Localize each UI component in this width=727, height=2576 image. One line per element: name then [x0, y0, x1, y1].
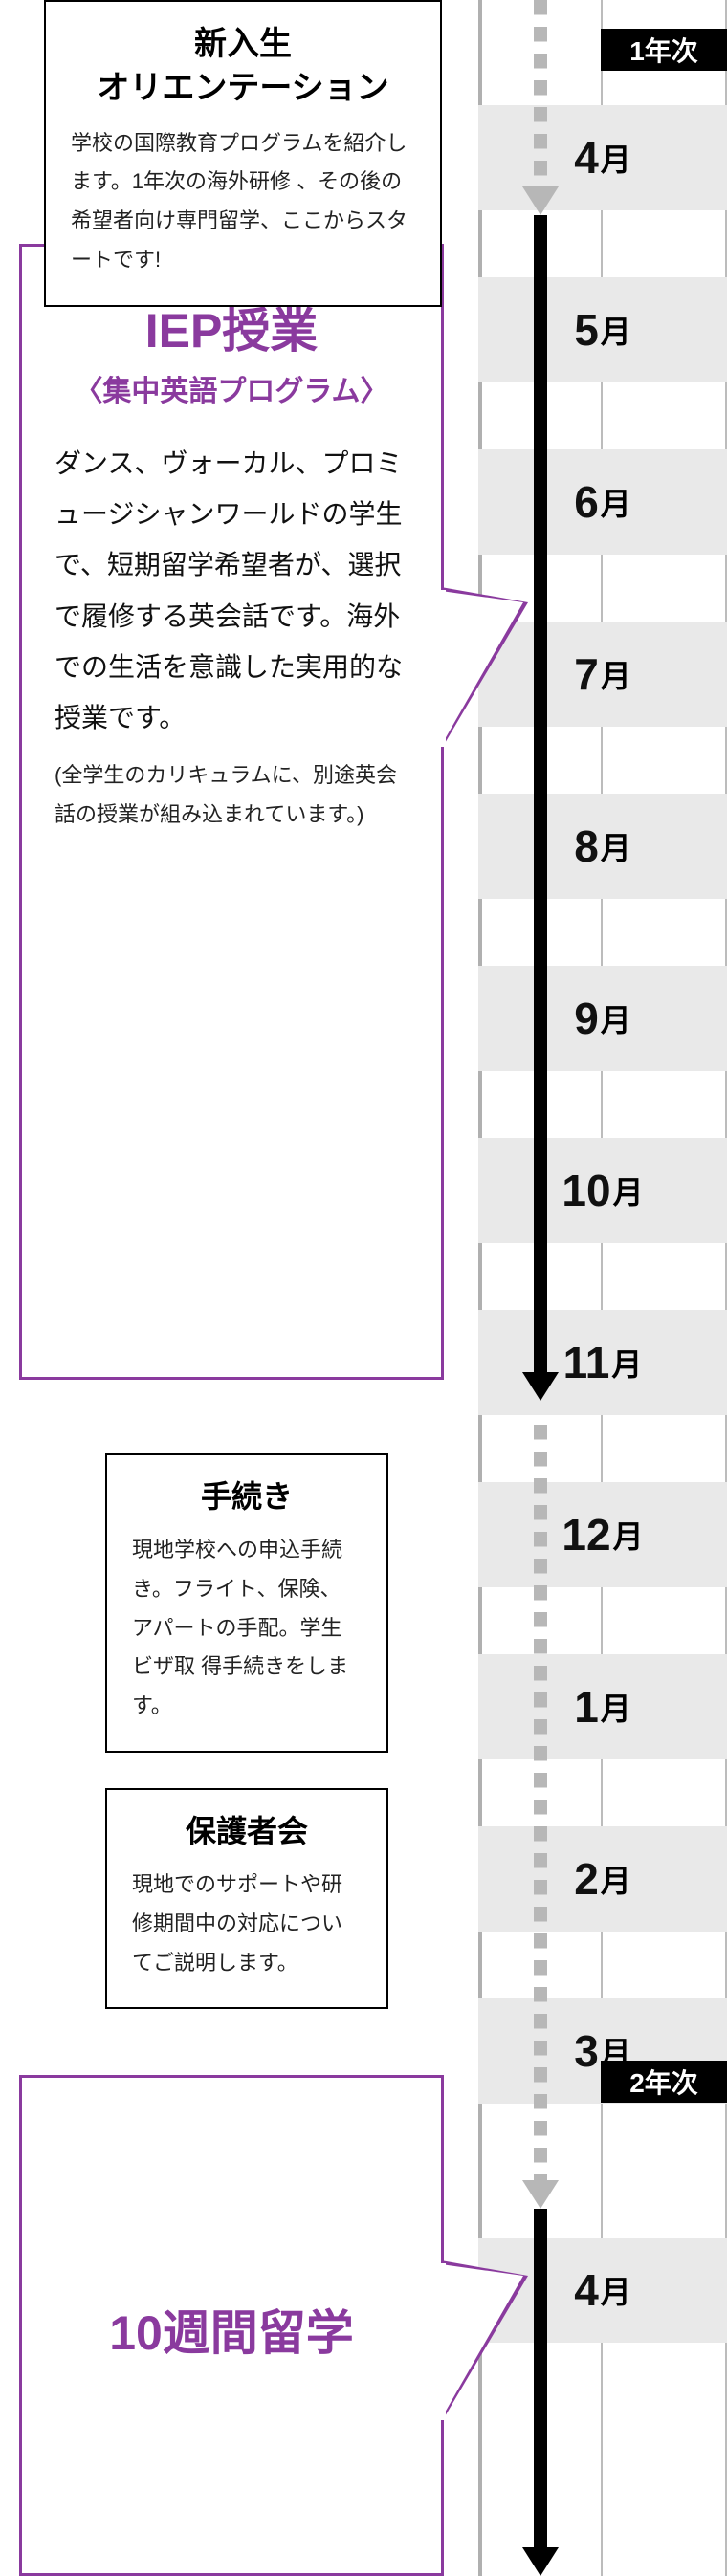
- month-unit: 月: [613, 1168, 644, 1212]
- month-number: 12: [562, 1509, 610, 1561]
- month-unit: 月: [601, 136, 631, 180]
- month-unit: 月: [601, 2268, 631, 2312]
- month-number: 9: [574, 993, 599, 1044]
- month-band: 8月: [478, 794, 727, 899]
- info-box-title: 新入生オリエンテーション: [71, 23, 415, 111]
- info-box-title: 保護者会: [132, 1811, 362, 1852]
- month-number: 11: [563, 1337, 610, 1388]
- year-tag: 1年次: [601, 29, 727, 71]
- info-box-body: 学校の国際教育プログラムを紹介します。1年次の海外研修 、その後の希望者向け専門…: [71, 124, 415, 280]
- month-number: 7: [574, 648, 599, 700]
- month-number: 10: [562, 1165, 610, 1216]
- info-box-orientation: 新入生オリエンテーション学校の国際教育プログラムを紹介します。1年次の海外研修 …: [44, 0, 442, 307]
- callout-subtitle: 〈集中英語プログラム〉: [55, 367, 408, 409]
- month-band: 9月: [478, 966, 727, 1071]
- month-band: 11月: [478, 1310, 727, 1415]
- month-band: 2月: [478, 1826, 727, 1932]
- month-unit: 月: [601, 308, 631, 352]
- info-box-guardians: 保護者会現地でのサポートや研修期間中の対応についてご説明します。: [105, 1788, 388, 2009]
- month-band: 1月: [478, 1654, 727, 1759]
- callout-study10w: 10週間留学: [19, 2075, 444, 2576]
- month-number: 4: [574, 2264, 599, 2316]
- month-unit: 月: [601, 480, 631, 524]
- callout-note: (全学生のカリキュラムに、別途英会話の授業が組み込まれています。): [55, 756, 408, 834]
- month-band: 10月: [478, 1138, 727, 1243]
- month-number: 5: [574, 304, 599, 356]
- month-band: 6月: [478, 449, 727, 555]
- callout-body: ダンス、ヴォーカル、プロミュージシャンワールドの学生で、短期留学希望者が、選択で…: [55, 438, 408, 743]
- month-number: 6: [574, 476, 599, 528]
- callout-iep: IEP授業〈集中英語プログラム〉ダンス、ヴォーカル、プロミュージシャンワールドの…: [19, 244, 444, 1380]
- month-number: 8: [574, 820, 599, 872]
- month-number: 2: [574, 1853, 599, 1905]
- month-band: 4月: [478, 105, 727, 210]
- month-unit: 月: [601, 1857, 631, 1901]
- month-band: 12月: [478, 1482, 727, 1587]
- month-unit: 月: [611, 1341, 642, 1385]
- month-number: 1: [574, 1681, 599, 1733]
- month-number: 4: [574, 132, 599, 184]
- month-band: 5月: [478, 277, 727, 382]
- info-box-body: 現地でのサポートや研修期間中の対応についてご説明します。: [132, 1866, 362, 1982]
- month-number: 3: [574, 2025, 599, 2077]
- callout-title: 10週間留学: [109, 2295, 354, 2364]
- info-box-title: 手続き: [132, 1476, 362, 1517]
- month-unit: 月: [601, 824, 631, 868]
- month-unit: 月: [601, 996, 631, 1040]
- info-box-body: 現地学校への申込手続き。フライト、保険、アパートの手配。学生ビザ取 得手続きをし…: [132, 1531, 362, 1725]
- timeline-container: 4月5月6月7月8月9月10月11月12月1月2月3月4月1年次2年次IEP授業…: [0, 0, 727, 2576]
- month-unit: 月: [601, 652, 631, 696]
- month-unit: 月: [601, 1685, 631, 1729]
- info-box-procedures: 手続き現地学校への申込手続き。フライト、保険、アパートの手配。学生ビザ取 得手続…: [105, 1453, 388, 1753]
- year-tag: 2年次: [601, 2061, 727, 2103]
- month-unit: 月: [613, 1513, 644, 1557]
